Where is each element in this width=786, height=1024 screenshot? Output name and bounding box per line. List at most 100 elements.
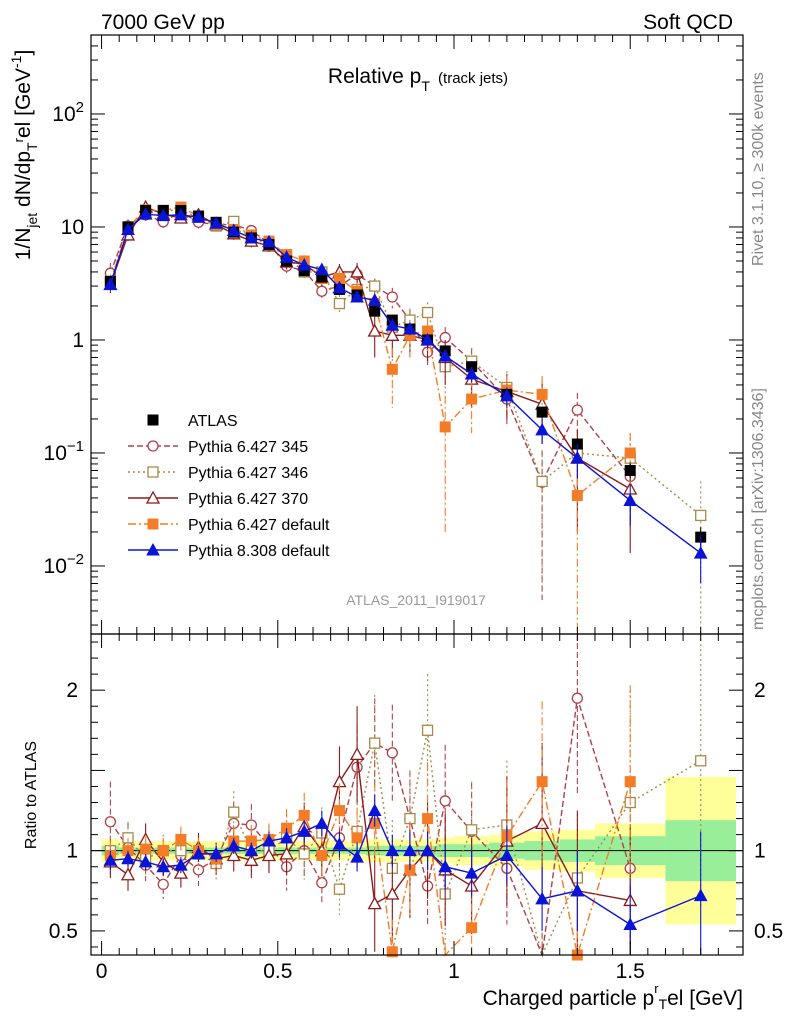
legend-marker-pythia-6-427-345 — [147, 440, 159, 452]
ratio-point-pythia-6-427-370 — [385, 886, 400, 900]
analysis-label: ATLAS_2011_I919017 — [346, 592, 486, 608]
ratio-point-pythia-6-427-346 — [465, 824, 478, 836]
legend-marker-pythia-6-427-default — [147, 518, 159, 530]
ratio-point-pythia-8-308-default — [279, 830, 294, 844]
ratio-point-pythia-6-427-345 — [192, 864, 205, 876]
ratio-point-pythia-6-427-370 — [535, 816, 550, 830]
ratio-line-pythia-8-308-default — [110, 808, 701, 926]
ratio-point-pythia-6-427-370 — [120, 867, 136, 881]
ratio-y-tick-label: 2 — [66, 679, 78, 702]
data-point-pythia-8-308-default — [420, 332, 435, 346]
data-point-pythia-8-308-default — [315, 262, 329, 276]
data-point-pythia-6-427-345 — [386, 291, 398, 303]
mcplots-source-label: mcplots.cern.ch [arXiv:1306.3436] — [750, 388, 767, 630]
data-point-pythia-6-427-346 — [333, 297, 346, 310]
data-point-pythia-8-308-default — [138, 207, 153, 220]
data-point-pythia-8-308-default — [693, 546, 708, 559]
ratio-point-pythia-8-308-default — [103, 853, 118, 866]
energy-label: 7000 GeV pp — [101, 11, 225, 34]
data-point-pythia-8-308-default — [623, 493, 638, 506]
y-tick-label: 102 — [52, 99, 84, 126]
ratio-point-pythia-8-308-default — [174, 858, 188, 871]
ratio-point-pythia-6-427-default — [175, 833, 187, 845]
data-point-pythia-8-308-default — [403, 321, 417, 335]
data-point-pythia-6-427-default — [466, 393, 478, 405]
data-point-pythia-8-308-default — [570, 451, 585, 464]
data-point-pythia-8-308-default — [262, 234, 276, 248]
data-point-pythia-6-427-default — [439, 421, 451, 433]
ratio-point-pythia-8-308-default — [262, 834, 276, 847]
ratio-point-pythia-8-308-default — [191, 846, 206, 860]
ratio-point-pythia-8-308-default — [438, 859, 453, 873]
legend-label-pythia-6-427-370: Pythia 6.427 370 — [188, 491, 308, 508]
data-point-pythia-6-427-370 — [349, 264, 365, 278]
ratio-point-pythia-6-427-346 — [228, 806, 240, 818]
ratio-plot-frame — [90, 633, 744, 956]
data-point-atlas — [369, 305, 381, 317]
ratio-point-pythia-8-308-default — [570, 883, 585, 897]
data-point-pythia-8-308-default — [350, 289, 364, 303]
data-point-pythia-8-308-default — [535, 422, 549, 436]
data-point-pythia-8-308-default — [464, 366, 479, 380]
x-tick-label: 1 — [448, 960, 460, 983]
ratio-point-pythia-6-427-default — [140, 843, 152, 855]
legend-marker-pythia-6-427-370 — [145, 490, 161, 504]
category-label: Soft QCD — [643, 11, 733, 34]
ratio-point-pythia-6-427-346 — [421, 724, 434, 736]
ratio-point-pythia-6-427-345 — [104, 816, 117, 828]
ratio-y-tick-label-right: 0.5 — [754, 920, 783, 943]
ratio-point-pythia-6-427-370 — [244, 852, 259, 866]
data-point-pythia-6-427-default — [624, 447, 636, 459]
ratio-point-pythia-8-308-default — [315, 816, 329, 829]
ratio-point-pythia-6-427-default — [422, 813, 434, 825]
ratio-point-pythia-6-427-345 — [157, 878, 169, 891]
ratio-point-pythia-6-427-default — [624, 776, 636, 788]
ratio-point-pythia-6-427-default — [466, 922, 478, 934]
ratio-point-pythia-8-308-default — [535, 891, 549, 905]
rivet-version-label: Rivet 3.1.10, ≥ 300k events — [750, 72, 767, 266]
data-point-pythia-8-308-default — [209, 216, 223, 229]
data-point-pythia-8-308-default — [385, 318, 400, 331]
x-tick-label: 1.5 — [616, 960, 645, 983]
ratio-point-pythia-6-427-default — [298, 809, 310, 821]
ratio-point-pythia-6-427-346 — [695, 755, 707, 767]
data-point-pythia-6-427-370 — [385, 327, 400, 341]
ratio-point-pythia-8-308-default — [350, 850, 364, 863]
ratio-y-axis-label: Ratio to ATLAS — [23, 741, 40, 849]
x-axis-label: Charged particle prTel [GeV] — [483, 981, 743, 1012]
ratio-point-pythia-6-427-346 — [333, 883, 346, 895]
ratio-point-pythia-6-427-370 — [279, 846, 294, 860]
ratio-point-pythia-8-308-default — [138, 854, 153, 868]
data-point-pythia-8-308-default — [191, 210, 206, 223]
ratio-point-pythia-8-308-default — [156, 859, 171, 873]
data-point-pythia-8-308-default — [367, 293, 382, 306]
data-point-pythia-8-308-default — [332, 280, 347, 294]
legend-label-pythia-6-427-default: Pythia 6.427 default — [188, 517, 330, 534]
ratio-point-pythia-8-308-default — [121, 851, 135, 865]
data-point-pythia-8-308-default — [500, 388, 514, 402]
data-point-pythia-8-308-default — [174, 207, 188, 221]
ratio-point-pythia-8-308-default — [209, 846, 223, 860]
ratio-point-pythia-8-308-default — [332, 837, 347, 850]
x-tick-label: 0 — [96, 960, 108, 983]
ratio-point-pythia-8-308-default — [500, 848, 514, 861]
data-point-pythia-8-308-default — [121, 222, 135, 235]
data-point-pythia-6-427-346 — [695, 509, 707, 522]
ratio-point-pythia-8-308-default — [297, 824, 312, 837]
chart-title: Relative pT (track jets) — [328, 65, 508, 94]
ratio-line-pythia-6-427-346 — [109, 730, 702, 958]
ratio-point-pythia-8-308-default — [385, 843, 400, 857]
data-point-pythia-6-427-346 — [369, 280, 381, 292]
legend-marker-atlas — [147, 414, 159, 426]
data-point-atlas — [624, 464, 636, 476]
y-tick-label: 10 — [61, 216, 84, 239]
data-point-pythia-6-427-346 — [421, 306, 434, 319]
ratio-point-pythia-8-308-default — [623, 917, 638, 931]
data-point-pythia-6-427-default — [571, 490, 583, 502]
ratio-point-pythia-6-427-346 — [369, 737, 381, 749]
data-point-pythia-6-427-default — [536, 388, 548, 400]
ratio-y-tick-label-right: 1 — [754, 840, 766, 863]
ratio-point-pythia-6-427-default — [386, 946, 398, 958]
ratio-point-pythia-8-308-default — [464, 866, 479, 879]
